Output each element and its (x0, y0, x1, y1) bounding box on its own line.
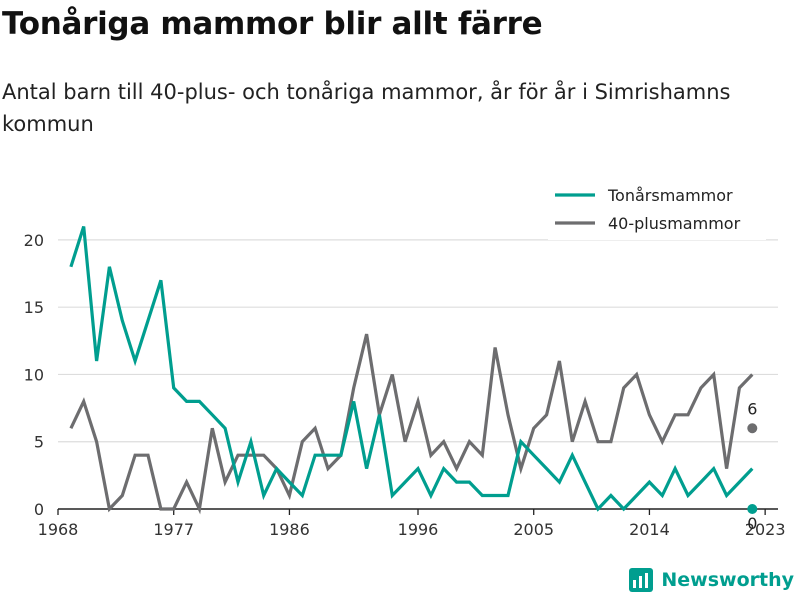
x-axis: 1968 1977 1986 1996 2005 2014 2023 (38, 508, 786, 539)
legend-label: Tonårsmammor (607, 186, 733, 205)
end-point-marker (747, 504, 758, 514)
end-labels: 60 (747, 399, 757, 533)
x-tick-label: 1968 (38, 520, 79, 539)
x-tick-label: 1986 (269, 520, 310, 539)
brand-logo: Newsworthy (629, 568, 794, 592)
legend-label: 40-plusmammor (608, 214, 741, 233)
y-tick-label: 5 (34, 433, 44, 452)
y-tick-label: 20 (24, 231, 44, 250)
series-line-40-plusmammor (69, 333, 754, 515)
legend: Tonårsmammor 40-plusmammor (548, 180, 766, 240)
x-tick-label: 1977 (153, 520, 194, 539)
end-value-label: 6 (747, 399, 757, 418)
brand-name: Newsworthy (661, 569, 794, 591)
x-tick-label: 1996 (398, 520, 439, 539)
end-point-marker (747, 423, 758, 434)
x-tick-label: 2023 (745, 520, 786, 539)
y-axis: 0 5 10 15 20 (24, 231, 44, 519)
chart-title: Tonåriga mammor blir allt färre (2, 6, 543, 42)
legend-box (548, 180, 766, 240)
newsworthy-icon (629, 568, 654, 592)
x-tick-label: 2005 (513, 520, 554, 539)
y-tick-label: 0 (34, 500, 44, 519)
chart-subtitle: Antal barn till 40-plus- och tonåriga ma… (2, 80, 731, 136)
series-line-tonarsmammor (69, 226, 754, 512)
gridlines (58, 239, 778, 443)
series-lines (69, 226, 754, 515)
y-tick-label: 15 (24, 298, 44, 317)
x-tick-label: 2014 (629, 520, 670, 539)
end-value-label: 0 (747, 514, 757, 533)
y-tick-label: 10 (24, 365, 44, 384)
